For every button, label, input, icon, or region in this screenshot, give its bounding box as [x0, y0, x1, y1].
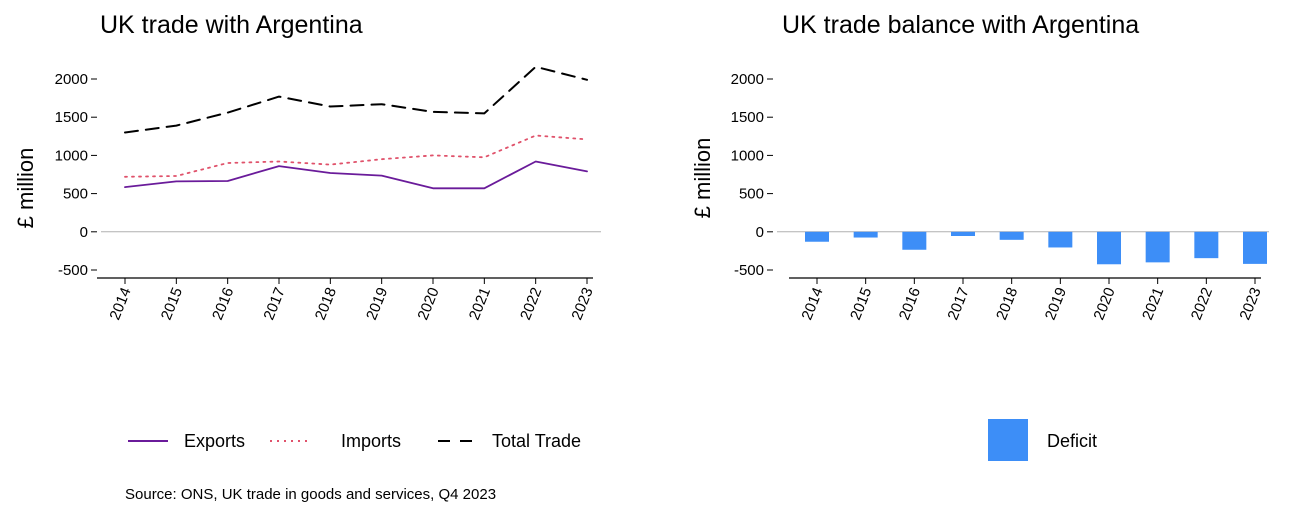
- left-x-tick-label: 2022: [517, 285, 545, 322]
- deficit-bar: [1048, 231, 1073, 248]
- left-x-tick-label: 2019: [363, 285, 391, 322]
- left-x-tick-label: 2015: [158, 285, 186, 322]
- left-x-tick-label: 2023: [568, 285, 596, 322]
- right-x-tick-label: 2021: [1139, 285, 1167, 322]
- right-y-tick-label: 2000: [731, 71, 764, 88]
- legend-label-total-trade: Total Trade: [492, 431, 581, 451]
- left-x-tick-label: 2014: [106, 285, 134, 322]
- trade-line-chart: UK trade with Argentina £ million -500 0 5…: [13, 11, 601, 503]
- right-y-tick-label: 0: [756, 224, 764, 241]
- left-series-line-exports: [124, 160, 588, 190]
- right-x-tick-label: 2017: [944, 285, 972, 322]
- right-chart-title: UK trade balance with Argentina: [782, 11, 1139, 39]
- left-y-tick-label: 1500: [55, 109, 88, 126]
- right-y-tick-label: 1500: [731, 109, 764, 126]
- right-x-tick-label: 2019: [1042, 285, 1070, 322]
- deficit-bar: [1145, 231, 1170, 263]
- legend-key-deficit: [988, 419, 1028, 461]
- right-y-tick-label: 500: [739, 186, 764, 203]
- right-legend: Deficit: [988, 419, 1097, 461]
- deficit-bar: [1194, 231, 1219, 259]
- deficit-bar: [1243, 231, 1267, 264]
- deficit-bar: [1097, 231, 1121, 265]
- right-bars-group: [805, 231, 1267, 265]
- right-x-tick-label: 2018: [993, 285, 1021, 322]
- left-legend: Exports Imports Total Trade: [128, 431, 581, 451]
- legend-label-imports: Imports: [341, 431, 401, 451]
- left-x-axis: 2014 2015 2016 2017 2018 2019 2020 2021 2022 2023: [97, 277, 597, 322]
- left-x-tick-label: 2016: [209, 285, 237, 322]
- deficit-bar: [999, 231, 1024, 240]
- right-x-tick-label: 2016: [896, 285, 924, 322]
- balance-bar-chart: UK trade balance with Argentina £ millio…: [690, 11, 1269, 461]
- right-x-tick-label: 2023: [1236, 285, 1264, 322]
- left-y-tick-label: 1000: [55, 147, 88, 164]
- right-x-tick-label: 2022: [1188, 285, 1216, 322]
- left-x-tick-label: 2018: [312, 285, 340, 322]
- left-y-axis: -500 0 500 1000 1500 2000: [55, 71, 97, 279]
- deficit-bar: [902, 231, 927, 250]
- left-x-tick-label: 2017: [260, 285, 288, 322]
- left-series-line-total-trade: [124, 65, 588, 134]
- left-series-line-imports: [124, 134, 588, 178]
- legend-label-deficit: Deficit: [1047, 431, 1097, 451]
- right-y-axis-label: £ million: [690, 138, 715, 219]
- right-y-tick-label: 1000: [731, 147, 764, 164]
- right-x-axis: 2014 2015 2016 2017 2018 2019 2020 2021 2022 2023: [789, 277, 1265, 322]
- left-y-tick-label: -500: [58, 262, 88, 279]
- left-series-group: [124, 65, 588, 190]
- deficit-bar: [853, 231, 878, 238]
- left-y-tick-label: 500: [63, 186, 88, 203]
- left-y-tick-label: 2000: [55, 71, 88, 88]
- right-x-tick-label: 2014: [798, 285, 826, 322]
- right-y-axis: -500 0 500 1000 1500 2000: [731, 71, 773, 279]
- left-chart-title: UK trade with Argentina: [100, 11, 363, 39]
- left-y-tick-label: 0: [80, 224, 88, 241]
- right-x-tick-label: 2020: [1090, 285, 1118, 322]
- right-x-tick-label: 2015: [847, 285, 875, 322]
- left-y-axis-label: £ million: [13, 148, 38, 229]
- left-x-tick-label: 2021: [466, 285, 494, 322]
- source-note: Source: ONS, UK trade in goods and servi…: [125, 486, 496, 503]
- left-x-tick-label: 2020: [414, 285, 442, 322]
- deficit-bar: [805, 231, 829, 242]
- right-y-tick-label: -500: [734, 262, 764, 279]
- legend-label-exports: Exports: [184, 431, 245, 451]
- deficit-bar: [951, 231, 975, 237]
